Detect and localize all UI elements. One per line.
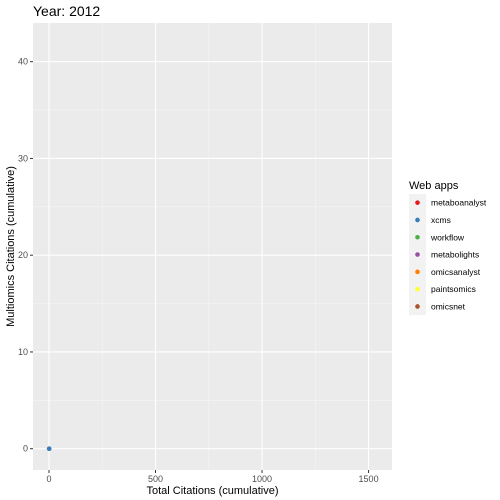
legend-key-omicsanalyst	[415, 269, 420, 275]
legend: Web apps metaboanalystxcmsworkflowmetabo…	[409, 180, 487, 316]
x-tick-label: 0	[46, 474, 51, 484]
major-gridlines	[33, 23, 392, 470]
y-tick-label: 0	[23, 444, 28, 454]
y-axis-title: Multiomics Citations (cumulative)	[5, 166, 17, 327]
legend-key-metaboanalyst	[415, 200, 420, 205]
legend-key-omicsnet	[415, 304, 420, 309]
y-tick-label: 10	[18, 347, 28, 357]
legend-label-metabolights: metabolights	[431, 250, 479, 260]
minor-gridlines	[33, 23, 392, 470]
legend-key-paintsomics	[415, 286, 420, 292]
y-tick-label: 20	[18, 250, 28, 260]
x-tick-label: 1000	[252, 474, 272, 484]
legend-label-xcms: xcms	[431, 215, 451, 225]
legend-label-workflow: workflow	[430, 232, 465, 242]
legend-label-omicsnet: omicsnet	[431, 301, 466, 311]
legend-label-paintsomics: paintsomics	[431, 284, 476, 294]
data-point-xcms	[46, 446, 52, 452]
x-axis-ticks: 0 500 1000 1500	[46, 470, 379, 484]
y-tick-label: 30	[18, 153, 28, 163]
x-tick-label: 500	[148, 474, 163, 484]
y-axis-ticks: 0 10 20 30 40	[18, 57, 33, 454]
legend-key-metabolights	[415, 252, 420, 257]
plot-panel	[33, 23, 392, 470]
legend-key-workflow	[415, 234, 420, 240]
legend-label-omicsanalyst: omicsanalyst	[431, 267, 481, 277]
legend-title: Web apps	[409, 180, 459, 192]
data-points	[46, 446, 52, 452]
legend-label-metaboanalyst: metaboanalyst	[431, 198, 487, 208]
y-tick-label: 40	[18, 57, 28, 67]
x-tick-label: 1500	[359, 474, 379, 484]
x-axis-title: Total Citations (cumulative)	[146, 485, 278, 497]
legend-items: metaboanalyst xcms workflow metabolights omi…	[415, 198, 487, 311]
chart-title: Year: 2012	[33, 3, 100, 19]
legend-key-xcms	[415, 217, 420, 223]
